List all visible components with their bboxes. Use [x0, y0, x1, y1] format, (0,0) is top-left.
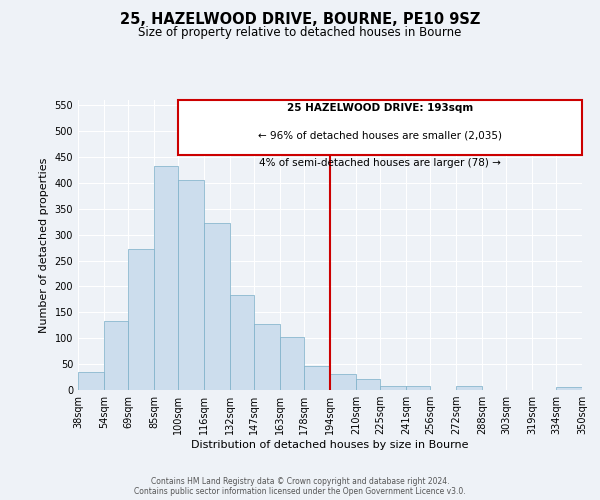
Bar — [254, 324, 280, 390]
Bar — [230, 294, 254, 390]
Y-axis label: Number of detached properties: Number of detached properties — [39, 158, 49, 332]
Bar — [104, 321, 128, 390]
Text: 4% of semi-detached houses are larger (78) →: 4% of semi-detached houses are larger (7… — [259, 158, 501, 168]
Bar — [330, 374, 356, 390]
Bar — [78, 372, 104, 390]
Text: Size of property relative to detached houses in Bourne: Size of property relative to detached ho… — [139, 26, 461, 39]
Bar — [178, 180, 204, 390]
Text: Contains HM Land Registry data © Crown copyright and database right 2024.: Contains HM Land Registry data © Crown c… — [151, 477, 449, 486]
Bar — [128, 249, 154, 390]
Text: 25 HAZELWOOD DRIVE: 193sqm: 25 HAZELWOOD DRIVE: 193sqm — [287, 103, 473, 113]
Bar — [406, 386, 430, 390]
Bar — [154, 166, 178, 390]
Bar — [456, 386, 482, 390]
Bar — [380, 386, 406, 390]
FancyBboxPatch shape — [178, 100, 582, 156]
Bar — [204, 222, 230, 390]
Bar — [556, 388, 582, 390]
Text: 25, HAZELWOOD DRIVE, BOURNE, PE10 9SZ: 25, HAZELWOOD DRIVE, BOURNE, PE10 9SZ — [120, 12, 480, 28]
Text: Contains public sector information licensed under the Open Government Licence v3: Contains public sector information licen… — [134, 487, 466, 496]
Text: ← 96% of detached houses are smaller (2,035): ← 96% of detached houses are smaller (2,… — [258, 130, 502, 140]
Bar — [280, 336, 304, 390]
Bar — [304, 366, 330, 390]
X-axis label: Distribution of detached houses by size in Bourne: Distribution of detached houses by size … — [191, 440, 469, 450]
Bar — [356, 379, 380, 390]
